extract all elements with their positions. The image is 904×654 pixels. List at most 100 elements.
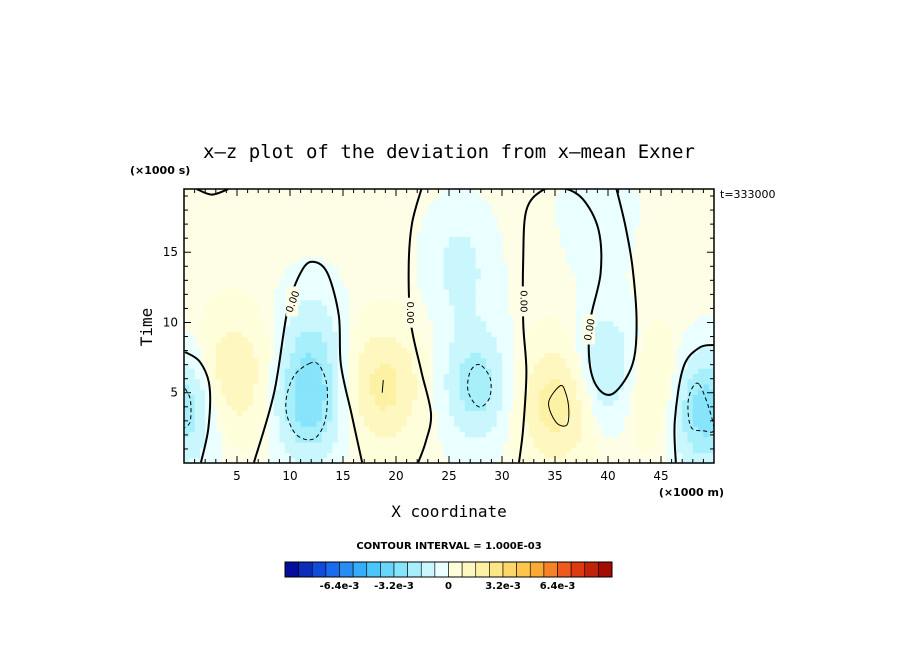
heatmap-cell — [237, 310, 243, 317]
heatmap-cell — [348, 394, 355, 401]
heatmap-cell — [613, 236, 620, 243]
heatmap-cell — [533, 426, 540, 432]
heatmap-cell — [459, 405, 466, 411]
heatmap-cell — [396, 341, 402, 348]
heatmap-cell — [385, 436, 392, 443]
heatmap-cell — [459, 289, 466, 295]
heatmap-cell — [305, 410, 312, 417]
heatmap-cell — [274, 452, 280, 459]
heatmap-cell — [221, 299, 227, 306]
heatmap-cell — [597, 199, 604, 206]
heatmap-cell — [305, 347, 312, 353]
heatmap-cell — [576, 262, 583, 269]
heatmap-cell — [464, 320, 471, 327]
heatmap-cell — [364, 420, 371, 427]
heatmap-cell — [358, 362, 365, 369]
heatmap-cell — [284, 457, 291, 463]
heatmap-cell — [380, 426, 386, 432]
heatmap-cell — [231, 320, 238, 327]
heatmap-cell — [480, 257, 487, 264]
heatmap-cell — [396, 347, 402, 353]
heatmap-cell — [581, 220, 588, 227]
heatmap-cell — [523, 410, 530, 417]
heatmap-cell — [602, 426, 609, 432]
heatmap-cell — [210, 415, 217, 422]
heatmap-cell — [184, 441, 190, 448]
heatmap-cell — [184, 336, 190, 343]
heatmap-cell — [491, 410, 498, 417]
heatmap-cell — [470, 262, 477, 269]
heatmap-cell — [438, 273, 445, 280]
heatmap-cell — [274, 357, 280, 364]
heatmap-cell — [634, 220, 641, 227]
heatmap-cell — [396, 431, 402, 438]
heatmap-cell — [576, 394, 583, 401]
heatmap-cell — [184, 378, 190, 385]
heatmap-cell — [449, 331, 455, 338]
heatmap-cell — [247, 304, 254, 311]
heatmap-cell — [353, 368, 360, 375]
heatmap-cell — [242, 315, 249, 322]
heatmap-cell — [205, 299, 212, 306]
heatmap-cell — [327, 410, 333, 417]
heatmap-cell — [353, 410, 360, 417]
heatmap-cell — [417, 246, 424, 253]
heatmap-cell — [576, 252, 583, 259]
heatmap-cell — [565, 246, 572, 253]
heatmap-cell — [623, 326, 630, 332]
heatmap-cell — [369, 420, 376, 427]
heatmap-cell — [401, 368, 408, 375]
heatmap-cell — [332, 373, 339, 380]
heatmap-cell — [549, 368, 556, 375]
heatmap-cell — [427, 236, 434, 243]
heatmap-cell — [623, 310, 630, 317]
heatmap-cell — [252, 399, 259, 406]
heatmap-cell — [189, 399, 196, 406]
heatmap-cell — [586, 441, 593, 448]
heatmap-cell — [279, 420, 286, 427]
heatmap-cell — [576, 368, 583, 375]
heatmap-cell — [592, 394, 598, 401]
heatmap-cell — [576, 431, 583, 438]
heatmap-cell — [427, 241, 434, 248]
heatmap-cell — [682, 341, 689, 348]
heatmap-cell — [459, 331, 466, 338]
heatmap-cell — [369, 410, 376, 417]
heatmap-cell — [528, 394, 535, 401]
heatmap-cell — [184, 362, 190, 369]
heatmap-cell — [396, 447, 402, 454]
heatmap-cell — [613, 199, 620, 206]
heatmap-cell — [703, 420, 710, 427]
heatmap-cell — [586, 283, 593, 290]
heatmap-cell — [385, 304, 392, 311]
heatmap-cell — [348, 352, 355, 359]
heatmap-cell — [533, 373, 540, 380]
heatmap-cell — [237, 326, 243, 332]
heatmap-cell — [422, 399, 429, 406]
heatmap-cell — [454, 315, 461, 322]
heatmap-cell — [401, 441, 408, 448]
heatmap-cell — [327, 320, 333, 327]
heatmap-cell — [496, 436, 503, 443]
heatmap-cell — [316, 415, 323, 422]
heatmap-cell — [682, 394, 689, 401]
heatmap-cell — [502, 320, 508, 327]
heatmap-cell — [396, 452, 402, 459]
heatmap-cell — [231, 426, 238, 432]
heatmap-cell — [305, 283, 312, 290]
heatmap-cell — [327, 441, 333, 448]
heatmap-cell — [443, 225, 450, 232]
heatmap-cell — [284, 436, 291, 443]
heatmap-cell — [438, 225, 445, 232]
heatmap-cell — [570, 394, 577, 401]
heatmap-cell — [475, 357, 482, 364]
heatmap-cell — [343, 352, 349, 359]
heatmap-cell — [247, 368, 254, 375]
heatmap-cell — [698, 320, 704, 327]
heatmap-cell — [433, 210, 439, 216]
heatmap-cell — [486, 204, 492, 211]
heatmap-cell — [708, 336, 714, 343]
heatmap-cell — [507, 326, 514, 332]
heatmap-cell — [417, 447, 424, 454]
heatmap-cell — [655, 352, 662, 359]
